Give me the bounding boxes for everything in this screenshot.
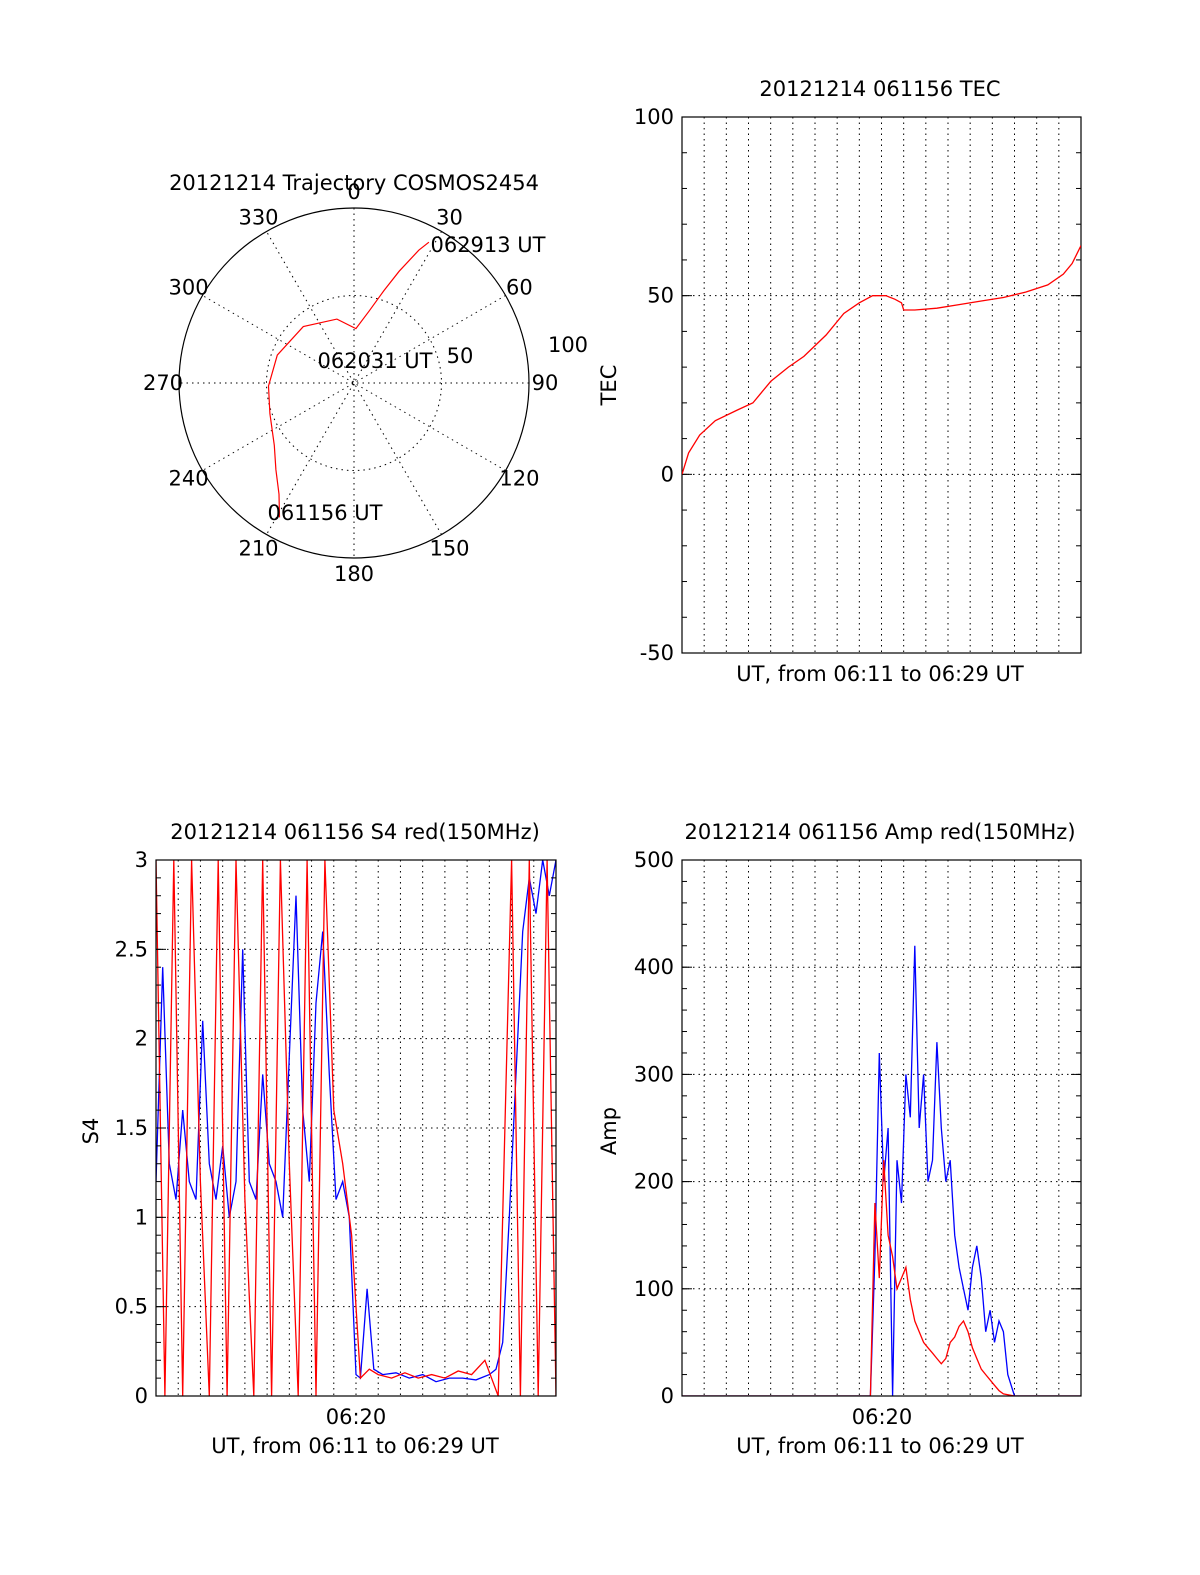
polar-spokes bbox=[179, 208, 529, 558]
tec-grid bbox=[682, 117, 1081, 653]
polar-spoke-60 bbox=[202, 295, 506, 471]
trajectory-start-label: 061156 UT bbox=[267, 501, 382, 525]
s4-y-label: S4 bbox=[79, 1118, 103, 1145]
tec-y-tick-label: 0 bbox=[661, 462, 674, 486]
s4-title: 20121214 061156 S4 red(150MHz) bbox=[170, 820, 540, 844]
s4-y-tick-label: 3 bbox=[135, 848, 148, 872]
s4-y-ticks: 0 0.5 1 1.5 2 2.5 3 bbox=[115, 848, 556, 1408]
s4-panel: 20121214 061156 S4 red(150MHz) 0 0.5 1 1.5 2… bbox=[79, 820, 557, 1458]
s4-y-tick-label: 1.5 bbox=[115, 1116, 148, 1140]
s4-y-tick-label: 0.5 bbox=[115, 1295, 148, 1319]
amp-series-blue bbox=[682, 945, 1081, 1396]
tec-y-tick-label: 100 bbox=[634, 105, 674, 129]
polar-angle-labels: 0 30 60 90 120 150 180 210 240 270 300 330 bbox=[143, 180, 558, 586]
polar-angle-label-90: 90 bbox=[532, 371, 559, 395]
trajectory-polar-plot: 20121214 Trajectory COSMOS2454 0 30 60 90 12… bbox=[143, 171, 588, 586]
tec-series-red bbox=[682, 245, 1081, 475]
amp-title: 20121214 061156 Amp red(150MHz) bbox=[684, 820, 1075, 844]
trajectory-title: 20121214 Trajectory COSMOS2454 bbox=[169, 171, 539, 195]
amp-y-ticks: 0 100 200 300 400 500 bbox=[634, 848, 1081, 1408]
polar-angle-label-30: 30 bbox=[436, 206, 463, 230]
tec-y-tick-label: 50 bbox=[647, 284, 674, 308]
s4-series-blue bbox=[156, 860, 556, 1383]
s4-y-tick-label: 2 bbox=[135, 1027, 148, 1051]
amp-axes-frame bbox=[681, 859, 1082, 1397]
radius-label-100: 100 bbox=[548, 333, 588, 357]
polar-angle-label-150: 150 bbox=[429, 536, 469, 560]
s4-x-label: UT, from 06:11 to 06:29 UT bbox=[211, 1434, 499, 1458]
polar-angle-label-0: 0 bbox=[347, 180, 360, 204]
trajectory-line bbox=[267, 241, 430, 518]
tec-series bbox=[682, 245, 1081, 475]
tec-title: 20121214 061156 TEC bbox=[759, 77, 1000, 101]
polar-angle-label-210: 210 bbox=[238, 536, 278, 560]
polar-angle-label-120: 120 bbox=[499, 467, 539, 491]
tec-x-label: UT, from 06:11 to 06:29 UT bbox=[736, 662, 1024, 686]
polar-spoke-120 bbox=[202, 295, 506, 471]
polar-spoke-30 bbox=[266, 231, 442, 535]
polar-angle-label-240: 240 bbox=[169, 467, 209, 491]
amp-y-tick-label: 300 bbox=[634, 1062, 674, 1086]
radius-label-50: 50 bbox=[447, 344, 474, 368]
amp-x-label: UT, from 06:11 to 06:29 UT bbox=[736, 1434, 1024, 1458]
tec-axes-frame bbox=[681, 116, 1082, 654]
trajectory-end-label: 062913 UT bbox=[430, 233, 545, 257]
polar-angle-label-330: 330 bbox=[238, 206, 278, 230]
amp-y-tick-label: 100 bbox=[634, 1277, 674, 1301]
amp-y-tick-label: 500 bbox=[634, 848, 674, 872]
amp-grid bbox=[682, 860, 1081, 1396]
polar-angle-label-60: 60 bbox=[506, 276, 533, 300]
s4-series-red bbox=[156, 860, 556, 1396]
tec-y-tick-label: -50 bbox=[640, 641, 674, 665]
amp-series-red bbox=[682, 1160, 1081, 1396]
amp-y-label: Amp bbox=[597, 1107, 621, 1155]
polar-angle-label-300: 300 bbox=[169, 276, 209, 300]
amp-panel: 20121214 061156 Amp red(150MHz) 0 100 200 3… bbox=[597, 820, 1082, 1458]
amp-x-tick-0620: 06:20 bbox=[852, 1405, 913, 1429]
s4-y-tick-label: 0 bbox=[135, 1384, 148, 1408]
amp-y-tick-label: 400 bbox=[634, 955, 674, 979]
tec-y-ticks: -50 0 50 100 bbox=[634, 105, 1081, 665]
s4-y-tick-label: 2.5 bbox=[115, 937, 148, 961]
amp-y-tick-label: 0 bbox=[661, 1384, 674, 1408]
tec-panel: 20121214 061156 TEC -50 0 50 100 UT, from 0… bbox=[597, 77, 1082, 686]
s4-series bbox=[156, 860, 556, 1396]
polar-inner-circle bbox=[266, 295, 442, 471]
s4-y-tick-label: 1 bbox=[135, 1205, 148, 1229]
polar-angle-label-180: 180 bbox=[334, 562, 374, 586]
polar-angle-label-270: 270 bbox=[143, 371, 183, 395]
trajectory-mid-label: 062031 UT bbox=[317, 349, 432, 373]
amp-y-tick-label: 200 bbox=[634, 1170, 674, 1194]
polar-spoke-150 bbox=[266, 231, 442, 535]
tec-y-label: TEC bbox=[597, 365, 621, 407]
amp-series bbox=[682, 945, 1081, 1396]
s4-x-tick-0620: 06:20 bbox=[326, 1405, 387, 1429]
